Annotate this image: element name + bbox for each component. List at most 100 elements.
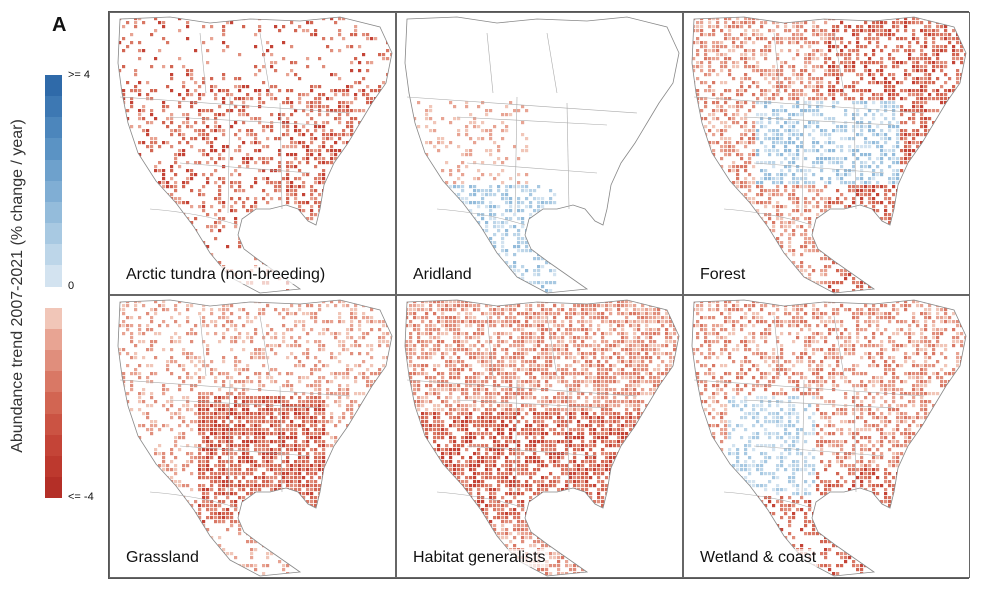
- color-scale-segment: [45, 350, 62, 372]
- map-panel: Wetland & coast: [683, 295, 970, 578]
- color-scale-segment: [45, 455, 62, 477]
- state-border: [199, 315, 207, 377]
- state-border: [259, 32, 271, 94]
- color-scale-segment: [45, 159, 62, 181]
- color-scale-segment: [45, 413, 62, 435]
- state-border: [486, 32, 494, 94]
- state-border: [406, 379, 638, 397]
- state-border: [853, 102, 857, 210]
- map-grid: Arctic tundra (non-breeding) Aridland Fore…: [108, 11, 970, 579]
- state-border: [169, 399, 321, 409]
- state-border: [486, 315, 494, 377]
- coastline: [404, 16, 680, 294]
- abundance-cells: [692, 300, 966, 576]
- state-border: [753, 445, 885, 457]
- state-border: [179, 445, 311, 457]
- state-border: [279, 385, 283, 493]
- state-border: [119, 96, 351, 114]
- state-border: [853, 385, 857, 493]
- color-scale-segment: [45, 244, 62, 266]
- coastline: [117, 16, 393, 294]
- state-border: [833, 315, 845, 377]
- state-border: [833, 32, 845, 94]
- state-border: [801, 96, 805, 214]
- legend-max-label: >= 4: [68, 69, 91, 81]
- map-panel: Aridland: [396, 12, 683, 295]
- abundance-cells: [118, 300, 392, 576]
- state-border: [406, 96, 638, 114]
- map-panel: Habitat generalists: [396, 295, 683, 578]
- state-border: [743, 399, 895, 409]
- legend-title: Abundance trend 2007-2021 (% change / ye…: [9, 119, 26, 453]
- state-border: [227, 379, 231, 497]
- state-border: [693, 379, 925, 397]
- state-border: [773, 32, 781, 94]
- map-panel: Grassland: [109, 295, 396, 578]
- panel-label: Arctic tundra (non-breeding): [124, 266, 328, 284]
- state-border: [169, 116, 321, 126]
- panel-letter: A: [52, 14, 67, 36]
- state-border: [514, 96, 518, 214]
- state-border: [119, 379, 351, 397]
- state-border: [723, 208, 813, 226]
- state-border: [693, 96, 925, 114]
- panel-label: Forest: [698, 266, 748, 284]
- panel-label: Habitat generalists: [411, 549, 548, 567]
- abundance-cells: [692, 17, 966, 293]
- color-scale-segment: [45, 223, 62, 245]
- map-panel: Forest: [683, 12, 970, 295]
- color-scale-bar: [45, 75, 62, 499]
- coastline: [691, 16, 967, 294]
- color-scale-segment: [45, 75, 62, 97]
- map-svg: [404, 299, 680, 577]
- legend-mid-label: 0: [68, 280, 75, 292]
- state-border: [259, 315, 271, 377]
- state-border: [753, 162, 885, 174]
- state-border: [279, 102, 283, 210]
- color-scale-segment: [45, 286, 62, 308]
- state-border: [514, 379, 518, 497]
- coastline: [117, 299, 393, 577]
- state-border: [466, 445, 598, 457]
- state-border: [456, 116, 608, 126]
- state-border: [773, 315, 781, 377]
- map-svg: [117, 16, 393, 294]
- coastline: [691, 299, 967, 577]
- map-svg: [117, 299, 393, 577]
- state-border: [466, 162, 598, 174]
- color-scale-segment: [45, 201, 62, 224]
- color-scale-segment: [45, 96, 62, 118]
- abundance-cells: [118, 17, 392, 293]
- color-scale-segment: [45, 328, 62, 351]
- panel-label: Wetland & coast: [698, 549, 819, 567]
- panel-label: Grassland: [124, 549, 201, 567]
- state-border: [436, 491, 526, 509]
- state-border: [546, 32, 558, 94]
- map-svg: [404, 16, 680, 294]
- state-border: [456, 399, 608, 409]
- state-border: [149, 491, 239, 509]
- state-border: [199, 32, 207, 94]
- state-border: [801, 379, 805, 497]
- abundance-cells: [405, 300, 679, 576]
- color-scale-segment: [45, 138, 62, 160]
- color-scale-segment: [45, 434, 62, 456]
- color-scale-segment: [45, 180, 62, 202]
- state-border: [566, 385, 570, 493]
- state-border: [179, 162, 311, 174]
- color-scale-segment: [45, 307, 62, 329]
- panel-label: Aridland: [411, 266, 474, 284]
- coastline: [404, 299, 680, 577]
- map-svg: [691, 16, 967, 294]
- legend-min-label: <= -4: [68, 491, 94, 503]
- state-border: [436, 208, 526, 226]
- color-scale-segment: [45, 476, 62, 499]
- color-scale-segment: [45, 117, 62, 139]
- state-border: [743, 116, 895, 126]
- state-border: [723, 491, 813, 509]
- color-scale-segment: [45, 392, 62, 414]
- abundance-cells: [405, 101, 557, 293]
- state-border: [227, 96, 231, 214]
- state-border: [546, 315, 558, 377]
- state-border: [566, 102, 570, 210]
